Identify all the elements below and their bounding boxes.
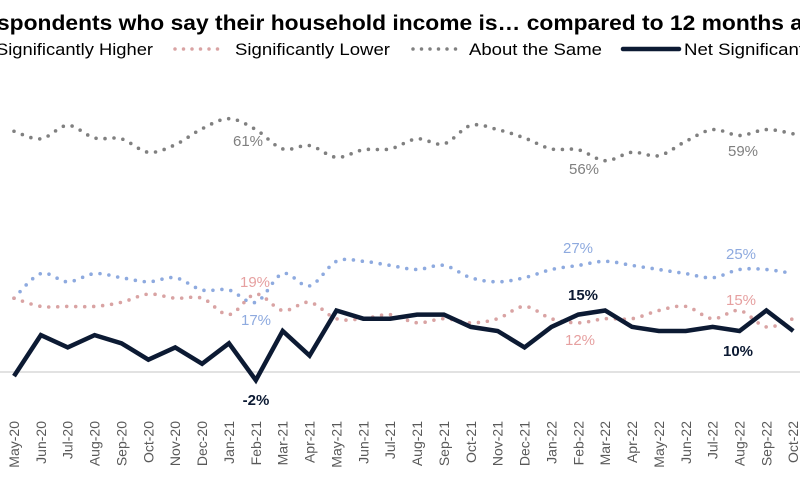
series-layer — [12, 116, 796, 385]
x-tick-label: Mar-22 — [597, 421, 613, 466]
x-tick-label: Jun-21 — [355, 421, 371, 464]
x-tick-label: Sep-20 — [113, 421, 129, 466]
x-tick-label: Apr-21 — [302, 421, 318, 463]
data-label-about-the-same: 61% — [233, 133, 263, 150]
x-tick-label: Jun-20 — [33, 421, 49, 464]
x-tick-label: Feb-21 — [248, 421, 264, 466]
x-tick-label: Aug-22 — [731, 421, 747, 466]
data-labels: 61% 56% 59% 27% 17% 25% 19% 12% 15% 15% -2% 10% — [233, 133, 758, 409]
data-label-significantly-higher: 17% — [241, 312, 271, 329]
x-tick-label: Jul-21 — [382, 421, 398, 459]
x-tick-label: May-22 — [651, 421, 667, 468]
data-label-about-the-same: 56% — [569, 161, 599, 178]
x-tick-label: Dec-21 — [517, 421, 533, 466]
x-tick-label: Feb-22 — [570, 421, 586, 466]
x-tick-label: Nov-20 — [167, 421, 183, 466]
data-label-net-significant: 10% — [723, 343, 753, 360]
x-tick-label: May-20 — [6, 421, 22, 468]
x-tick-label: Oct-21 — [463, 421, 479, 463]
x-tick-label: Aug-21 — [409, 421, 425, 466]
x-tick-label: Jan-21 — [221, 421, 237, 464]
data-label-significantly-higher: 25% — [726, 246, 756, 263]
x-tick-label: Jul-20 — [60, 421, 76, 459]
x-tick-label: May-21 — [328, 421, 344, 468]
legend: Significantly Higher Significantly Lower… — [0, 40, 800, 59]
x-tick-label: Jun-22 — [678, 421, 694, 464]
x-tick-label: Oct-20 — [140, 421, 156, 463]
x-tick-label: Apr-22 — [624, 421, 640, 463]
legend-label-significantly-lower: Significantly Lower — [235, 40, 390, 59]
x-tick-label: Aug-20 — [87, 421, 103, 466]
data-label-significantly-lower: 19% — [240, 274, 270, 291]
x-tick-label: Jul-22 — [705, 421, 721, 459]
series-line-about-the-same — [12, 116, 796, 163]
data-label-significantly-higher: 27% — [563, 240, 593, 257]
legend-label-about-the-same: About the Same — [469, 40, 602, 59]
chart-title: spondents who say their household income… — [0, 12, 800, 35]
series-line-net-significant — [12, 307, 795, 385]
series-line-significantly-higher — [12, 257, 796, 305]
legend-label-significantly-higher: Significantly Higher — [0, 40, 153, 59]
x-tick-label: Jan-22 — [543, 421, 559, 464]
x-tick-label: Sep-21 — [436, 421, 452, 466]
x-tick-label: Sep-22 — [758, 421, 774, 466]
x-tick-label: Mar-21 — [275, 421, 291, 466]
data-label-net-significant: 15% — [568, 287, 598, 304]
data-label-about-the-same: 59% — [728, 143, 758, 160]
series-line-significantly-lower — [12, 292, 796, 329]
x-tick-label: Nov-21 — [490, 421, 506, 466]
data-label-significantly-lower: 12% — [565, 332, 595, 349]
data-label-significantly-lower: 15% — [726, 292, 756, 309]
legend-label-net-significant: Net Significant — [684, 40, 800, 59]
data-label-net-significant: -2% — [243, 392, 270, 409]
x-tick-label: Dec-20 — [194, 421, 210, 466]
x-tick-label: Oct-22 — [785, 421, 800, 463]
x-axis-tick-labels: May-20 Jun-20 Jul-20 Aug-20 Sep-20 Oct-20 Nov-… — [6, 421, 800, 468]
